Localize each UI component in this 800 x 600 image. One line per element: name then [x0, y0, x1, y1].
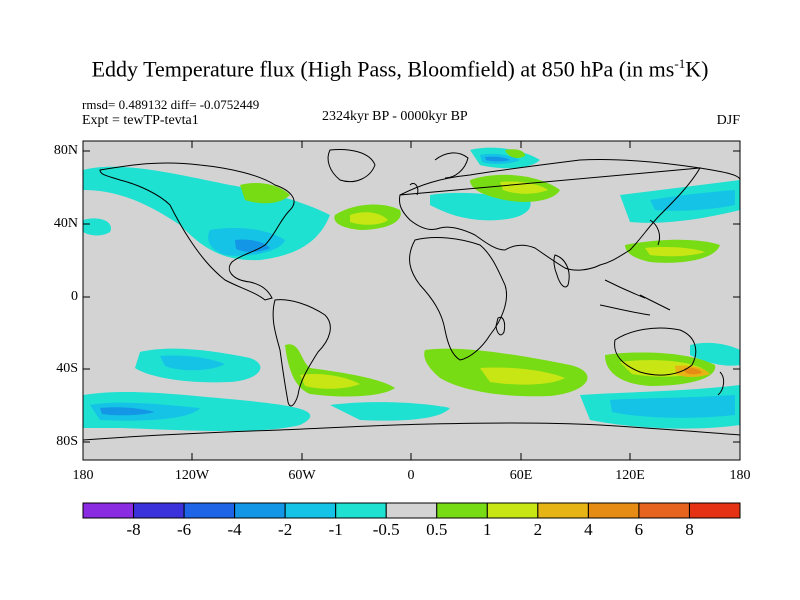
colorbar — [82, 502, 741, 519]
colorbar-swatch — [537, 502, 589, 519]
colorbar-swatch — [385, 502, 438, 519]
colorbar-tick-label: 4 — [584, 520, 593, 539]
lat-label-80n: 80N — [53, 143, 78, 158]
colorbar-swatch — [234, 502, 286, 519]
colorbar-swatch — [486, 502, 539, 519]
season-label: DJF — [716, 113, 740, 128]
colorbar-tick-label: -6 — [176, 520, 192, 539]
lat-label-40n: 40N — [53, 216, 78, 231]
lon-label-120e: 120E — [615, 468, 645, 483]
colorbar-swatch — [688, 502, 741, 519]
lon-label-0: 0 — [407, 468, 415, 483]
coastlines — [83, 149, 740, 441]
lat-label-40s: 40S — [56, 361, 78, 376]
lon-label-120w: 120W — [174, 468, 210, 483]
colorbar-tick-label: 6 — [634, 520, 644, 539]
colorbar-swatch — [638, 502, 690, 519]
colorbar-tick-label: -0.5 — [372, 520, 400, 539]
lon-label-180e: 180 — [729, 468, 751, 483]
period-label: 2324kyr BP - 0000kyr BP — [322, 109, 468, 124]
colorbar-swatch — [436, 502, 488, 519]
colorbar-tick-label: -8 — [126, 520, 141, 539]
colorbar-swatch — [183, 502, 236, 519]
lon-label-60e: 60E — [509, 468, 533, 483]
experiment-label: Expt = tewTP-tevta1 — [82, 113, 199, 128]
lon-label-60w: 60W — [288, 468, 316, 483]
colorbar-tick-label: -4 — [227, 520, 242, 539]
colorbar-swatch — [335, 502, 387, 519]
colorbar-tick-label: 8 — [685, 520, 694, 539]
colorbar-swatch — [82, 502, 135, 519]
colorbar-tick-label: -2 — [278, 520, 293, 539]
positive-flux-peak — [684, 367, 702, 375]
negative-flux-strong — [100, 156, 510, 416]
colorbar-tick-label: 0.5 — [426, 520, 448, 539]
colorbar-tick-label: 1 — [483, 520, 492, 539]
axis-ticks — [83, 141, 740, 460]
chart-title: Eddy Temperature flux (High Pass, Bloomf… — [91, 56, 709, 82]
colorbar-swatch — [284, 502, 337, 519]
colorbar-swatch — [133, 502, 185, 519]
lat-label-80s: 80S — [56, 434, 78, 449]
colorbar-tick-label: 2 — [533, 520, 543, 539]
colorbar-swatch — [587, 502, 640, 519]
lat-label-0: 0 — [71, 289, 78, 304]
colorbar-tick-label: -1 — [328, 520, 343, 539]
rmsd-diff-stats: rmsd= 0.489132 diff= -0.0752449 — [82, 97, 260, 112]
anomaly-fields — [83, 147, 740, 432]
lon-label-180w: 180 — [72, 468, 94, 483]
